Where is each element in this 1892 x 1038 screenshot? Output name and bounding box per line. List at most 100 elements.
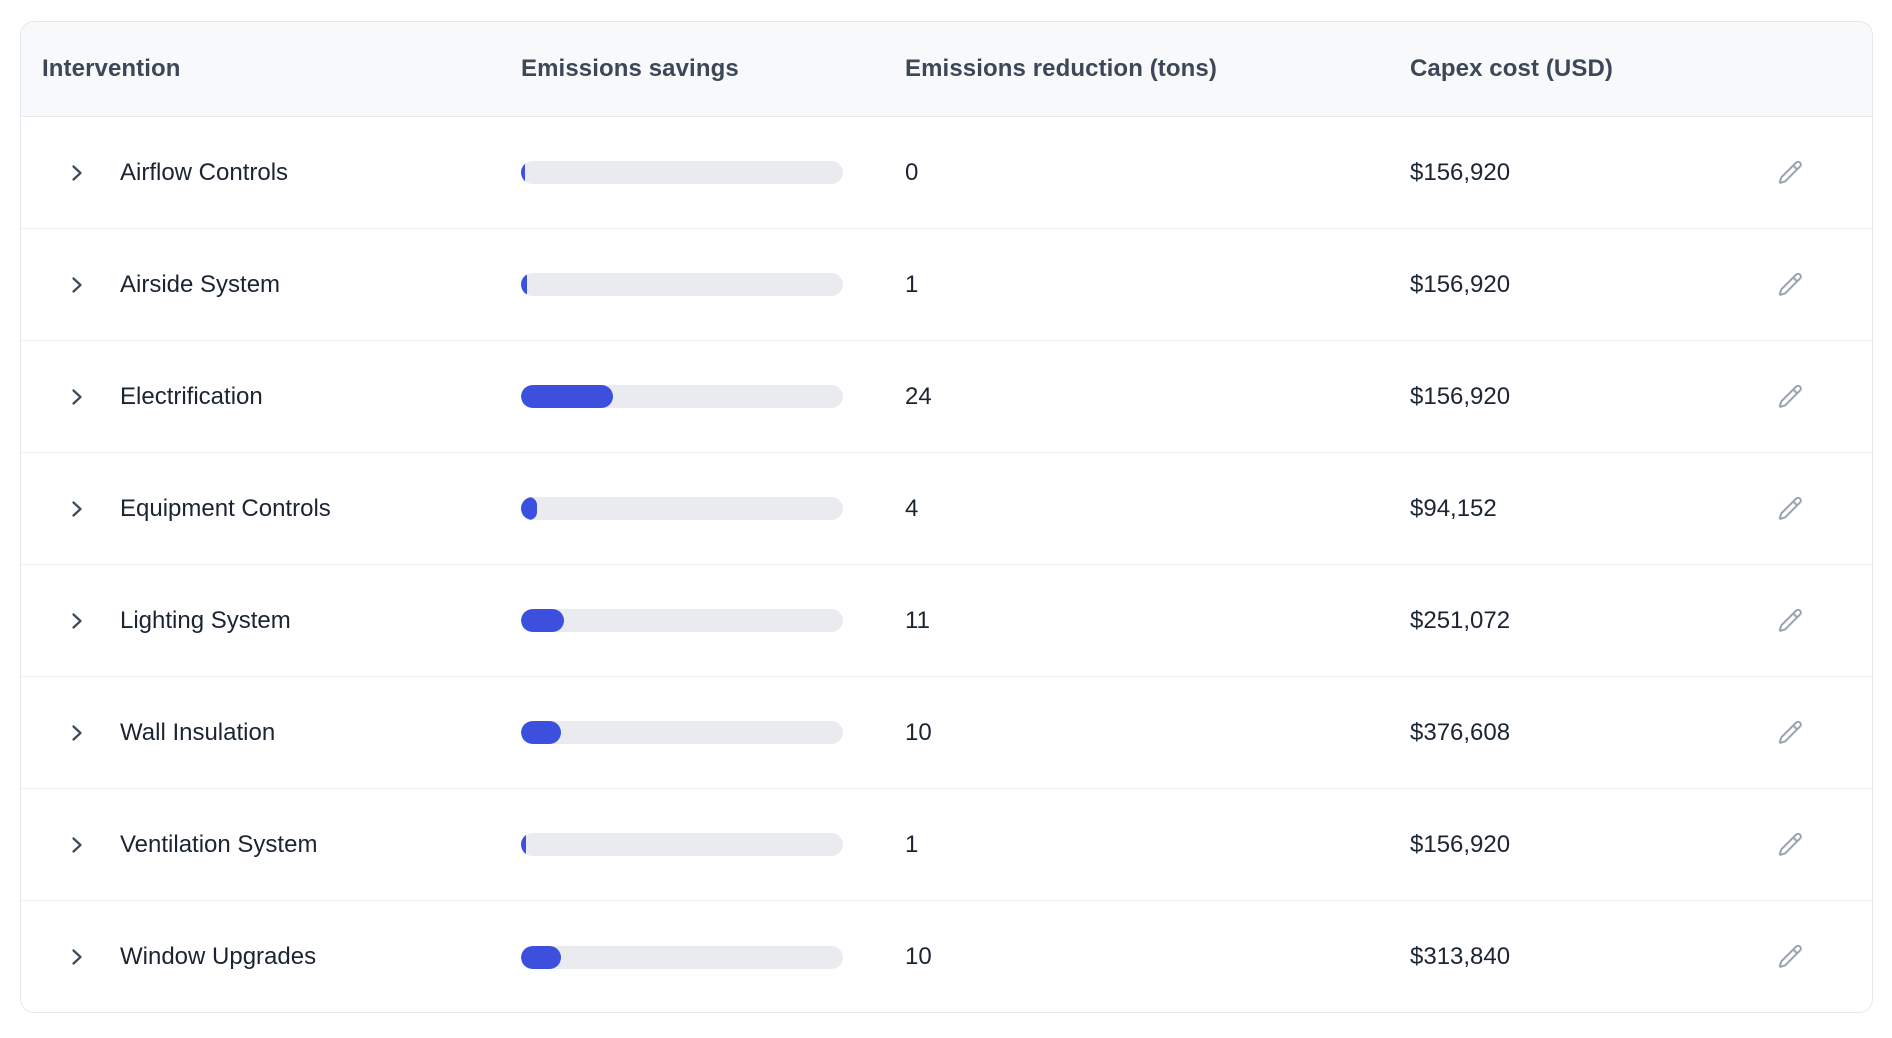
emissions-savings-cell (500, 609, 884, 632)
chevron-right-icon (65, 273, 89, 297)
expand-row-button[interactable] (65, 609, 89, 633)
capex-cost-value: $376,608 (1410, 718, 1511, 746)
emissions-savings-bar-fill (521, 945, 561, 969)
emissions-savings-bar (521, 273, 843, 296)
emissions-reduction-value: 1 (905, 830, 919, 858)
emissions-savings-bar (521, 161, 843, 184)
expand-row-button[interactable] (65, 833, 89, 857)
capex-cost-value: $156,920 (1410, 830, 1511, 858)
edit-row-button[interactable] (1775, 270, 1805, 300)
intervention-name: Window Upgrades (120, 943, 317, 970)
emissions-reduction-value: 24 (905, 382, 932, 410)
chevron-right-icon (65, 161, 89, 185)
table-row[interactable]: Wall Insulation 10 $376,608 (21, 677, 1872, 789)
intervention-cell: Ventilation System (21, 831, 500, 859)
capex-cost-value: $94,152 (1410, 494, 1497, 522)
emissions-savings-cell (500, 273, 884, 296)
intervention-cell: Lighting System (21, 607, 500, 635)
actions-cell (1775, 158, 1872, 188)
intervention-name: Equipment Controls (120, 494, 331, 522)
capex-cost-value: $156,920 (1410, 158, 1511, 186)
chevron-right-icon (65, 497, 89, 521)
emissions-savings-bar-fill (521, 273, 527, 296)
emissions-savings-bar-fill (521, 497, 538, 520)
table-row[interactable]: Electrification 24 $156,920 (21, 341, 1872, 453)
actions-cell (1775, 606, 1872, 636)
emissions-savings-bar-fill (521, 609, 565, 632)
table-row[interactable]: Equipment Controls 4 $94,152 (21, 453, 1872, 565)
table-row[interactable]: Ventilation System 1 $156,920 (21, 789, 1872, 901)
chevron-right-icon (65, 945, 89, 969)
emissions-savings-bar-fill (521, 385, 614, 408)
emissions-savings-bar (521, 609, 843, 632)
emissions-savings-bar-fill (521, 833, 526, 856)
actions-cell (1775, 830, 1872, 860)
emissions-reduction-value: 4 (905, 494, 919, 522)
emissions-reduction-value: 10 (905, 943, 932, 970)
edit-row-button[interactable] (1775, 718, 1805, 748)
column-header-capex-cost: Capex cost (USD) (1410, 55, 1613, 82)
emissions-savings-cell (500, 161, 884, 184)
emissions-savings-bar-fill (521, 161, 525, 184)
table-row[interactable]: Airside System 1 $156,920 (21, 229, 1872, 341)
table-body: Airflow Controls 0 $156,920 (21, 117, 1872, 1012)
chevron-right-icon (65, 609, 89, 633)
capex-cost-value: $156,920 (1410, 270, 1511, 298)
edit-row-button[interactable] (1775, 830, 1805, 860)
emissions-savings-cell (500, 833, 884, 856)
table-row[interactable]: Lighting System 11 $251,072 (21, 565, 1872, 677)
table-header: Intervention Emissions savings Emissions… (21, 22, 1872, 117)
edit-row-button[interactable] (1775, 942, 1805, 972)
intervention-name: Ventilation System (120, 830, 318, 858)
table-row[interactable]: Window Upgrades 10 $313,840 (21, 901, 1872, 1012)
intervention-cell: Equipment Controls (21, 495, 500, 523)
intervention-name: Airflow Controls (120, 158, 289, 186)
pencil-icon (1776, 271, 1804, 299)
pencil-icon (1776, 495, 1804, 523)
chevron-right-icon (65, 721, 89, 745)
interventions-table: Intervention Emissions savings Emissions… (20, 21, 1873, 1013)
intervention-name: Lighting System (120, 606, 291, 634)
pencil-icon (1776, 383, 1804, 411)
actions-cell (1775, 942, 1872, 972)
emissions-reduction-value: 1 (905, 270, 919, 298)
expand-row-button[interactable] (65, 497, 89, 521)
intervention-name: Wall Insulation (120, 718, 276, 746)
emissions-savings-bar (521, 385, 843, 408)
emissions-savings-cell (500, 945, 884, 969)
capex-cost-value: $156,920 (1410, 382, 1511, 410)
emissions-savings-cell (500, 385, 884, 408)
emissions-reduction-value: 0 (905, 158, 919, 186)
edit-row-button[interactable] (1775, 494, 1805, 524)
expand-row-button[interactable] (65, 385, 89, 409)
pencil-icon (1776, 719, 1804, 747)
intervention-cell: Electrification (21, 383, 500, 411)
emissions-savings-bar (521, 833, 843, 856)
emissions-savings-cell (500, 721, 884, 744)
intervention-cell: Airflow Controls (21, 159, 500, 187)
emissions-savings-bar-fill (521, 721, 561, 744)
actions-cell (1775, 382, 1872, 412)
emissions-savings-bar (521, 497, 843, 520)
actions-cell (1775, 494, 1872, 524)
capex-cost-value: $251,072 (1410, 606, 1511, 634)
emissions-reduction-value: 10 (905, 718, 932, 746)
edit-row-button[interactable] (1775, 382, 1805, 412)
intervention-name: Electrification (120, 382, 263, 410)
intervention-cell: Wall Insulation (21, 719, 500, 747)
intervention-name: Airside System (120, 270, 281, 298)
actions-cell (1775, 270, 1872, 300)
expand-row-button[interactable] (65, 721, 89, 745)
edit-row-button[interactable] (1775, 606, 1805, 636)
expand-row-button[interactable] (65, 161, 89, 185)
expand-row-button[interactable] (65, 273, 89, 297)
emissions-savings-cell (500, 497, 884, 520)
emissions-savings-bar (521, 945, 843, 969)
pencil-icon (1776, 831, 1804, 859)
table-row[interactable]: Airflow Controls 0 $156,920 (21, 117, 1872, 229)
intervention-cell: Airside System (21, 271, 500, 299)
chevron-right-icon (65, 833, 89, 857)
pencil-icon (1776, 943, 1804, 971)
expand-row-button[interactable] (65, 945, 89, 969)
edit-row-button[interactable] (1775, 158, 1805, 188)
